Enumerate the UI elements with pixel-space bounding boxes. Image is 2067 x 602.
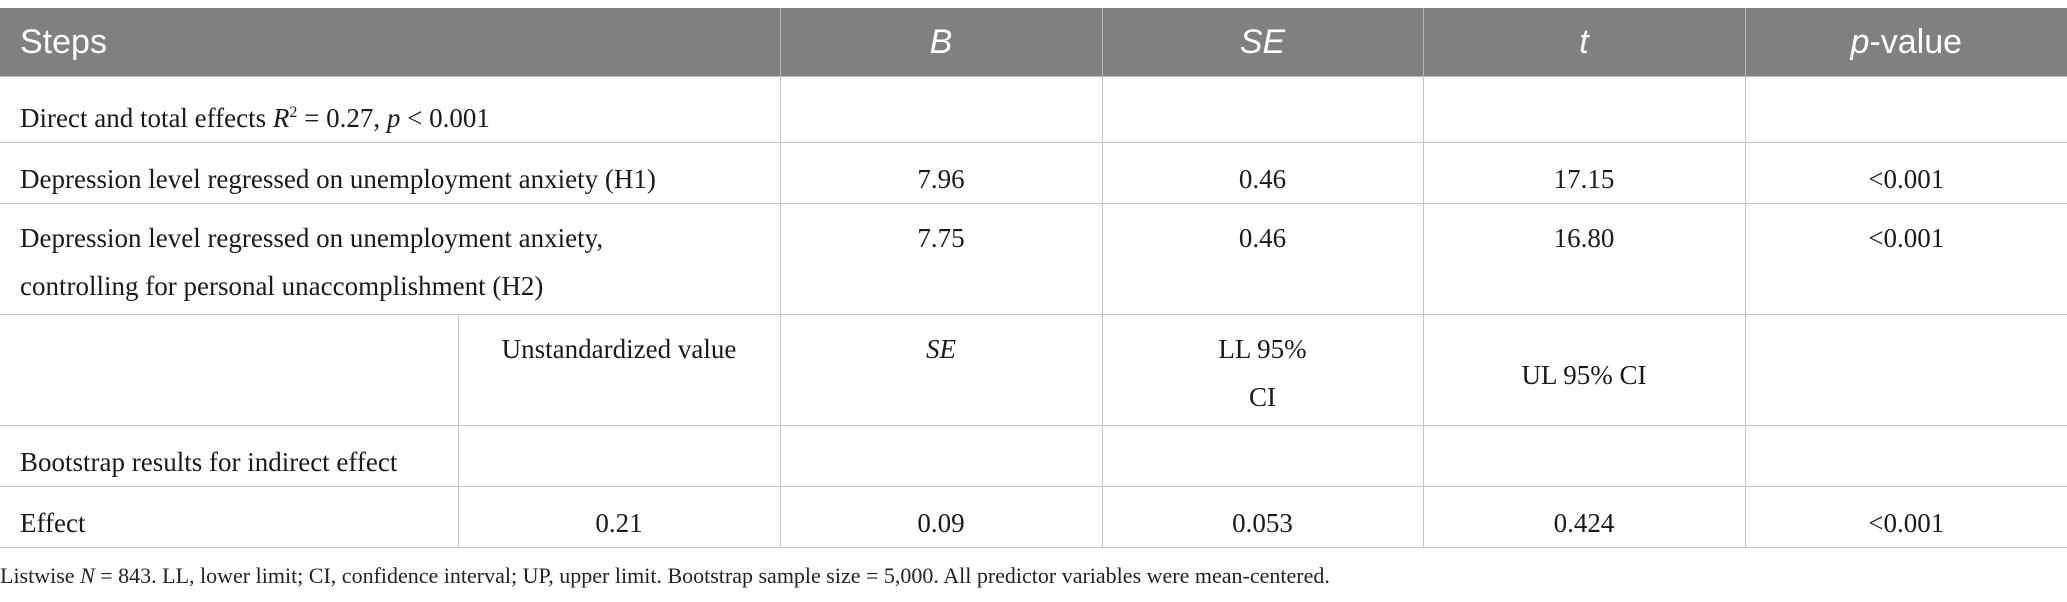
empty-cell — [457, 425, 781, 487]
header-p-letter: p — [1850, 22, 1870, 61]
effect-ul: 0.424 — [1422, 486, 1746, 548]
subheader-se: SE — [779, 314, 1103, 426]
table-row: Direct and total effects R2 = 0.27, p < … — [0, 76, 2067, 143]
h2-p: <0.001 — [1744, 203, 2067, 315]
subheader-ll-ci: LL 95% CI — [1101, 314, 1424, 426]
row-direct-total-label: Direct and total effects R2 = 0.27, p < … — [0, 76, 781, 143]
h2-t: 16.80 — [1422, 203, 1746, 315]
empty-cell — [1422, 425, 1746, 487]
row-h1-label: Depression level regressed on unemployme… — [0, 142, 781, 204]
h1-t: 17.15 — [1422, 142, 1746, 204]
table-footnote: Listwise N = 843. LL, lower limit; CI, c… — [0, 563, 1330, 589]
r-value: = 0.27, — [297, 103, 387, 133]
table-header-row: Steps B SE t p-value — [0, 8, 2067, 77]
empty-cell — [1101, 425, 1424, 487]
table-row: Depression level regressed on unemployme… — [0, 203, 2067, 315]
table-row: Effect 0.21 0.09 0.053 0.424 <0.001 — [0, 486, 2067, 548]
empty-cell — [779, 425, 1103, 487]
empty-cell — [0, 314, 459, 426]
r-symbol: R — [272, 103, 290, 133]
ll-line1: LL 95% — [1218, 334, 1307, 364]
header-b: B — [780, 8, 1103, 77]
effect-se: 0.09 — [779, 486, 1103, 548]
h2-label-line1: Depression level regressed on unemployme… — [20, 223, 604, 253]
p-symbol: p — [386, 103, 401, 133]
h2-se: 0.46 — [1101, 203, 1424, 315]
subheader-ul-ci: UL 95% CI — [1422, 314, 1746, 426]
effect-p: <0.001 — [1744, 486, 2067, 548]
header-p-value: p-value — [1745, 8, 2067, 77]
effect-ll: 0.053 — [1101, 486, 1424, 548]
mediation-results-table: Steps B SE t p-value Direct and total ef… — [0, 8, 2067, 548]
empty-cell — [1744, 425, 2067, 487]
effect-unstandardized: 0.21 — [457, 486, 781, 548]
row-effect-label: Effect — [0, 486, 459, 548]
empty-cell — [779, 76, 1103, 143]
empty-cell — [1101, 76, 1424, 143]
row-h2-label: Depression level regressed on unemployme… — [0, 203, 781, 315]
table-subheader-row: Unstandardized value SE LL 95% CI UL 95% … — [0, 314, 2067, 426]
table-row: Bootstrap results for indirect effect — [0, 425, 2067, 487]
footnote-n-symbol: N — [80, 563, 95, 588]
empty-cell — [1744, 314, 2067, 426]
empty-cell — [1422, 76, 1746, 143]
header-steps: Steps — [0, 8, 781, 77]
h1-se: 0.46 — [1101, 142, 1424, 204]
h2-b: 7.75 — [779, 203, 1103, 315]
r-superscript: 2 — [289, 104, 298, 121]
header-se: SE — [1102, 8, 1424, 77]
ll-line2: CI — [1249, 382, 1277, 412]
footnote-text-a: Listwise — [0, 563, 81, 588]
empty-cell — [1744, 76, 2067, 143]
h2-label-line2: controlling for personal unaccomplishmen… — [20, 271, 544, 301]
direct-total-text: Direct and total effects — [20, 103, 273, 133]
row-bootstrap-label: Bootstrap results for indirect effect — [0, 425, 459, 487]
h1-b: 7.96 — [779, 142, 1103, 204]
table-row: Depression level regressed on unemployme… — [0, 142, 2067, 204]
header-p-suffix: -value — [1869, 22, 1963, 61]
p-value-text: < 0.001 — [400, 103, 490, 133]
header-t: t — [1423, 8, 1746, 77]
results-table-container: Steps B SE t p-value Direct and total ef… — [0, 8, 2067, 548]
subheader-unstandardized: Unstandardized value — [457, 314, 781, 426]
footnote-text-b: = 843. LL, lower limit; CI, confidence i… — [94, 563, 1330, 588]
h1-p: <0.001 — [1744, 142, 2067, 204]
